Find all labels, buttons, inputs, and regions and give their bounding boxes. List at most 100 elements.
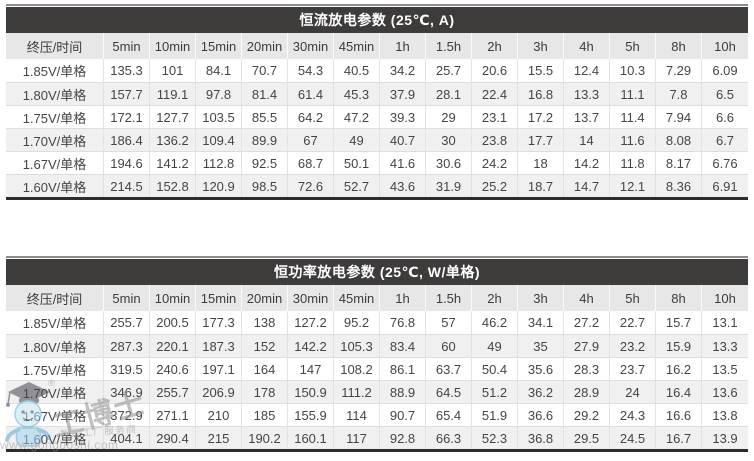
data-cell: 65.4 [426, 404, 472, 426]
data-cell: 7.29 [656, 59, 702, 82]
data-cell: 111.2 [334, 381, 380, 403]
data-cell: 31.9 [426, 175, 472, 197]
column-header: 5min [104, 285, 150, 311]
data-cell: 101 [150, 59, 196, 82]
data-cell: 13.3 [564, 83, 610, 105]
data-cell: 47.2 [334, 106, 380, 128]
data-cell: 240.6 [150, 358, 196, 380]
data-cell: 24 [610, 381, 656, 403]
data-cell: 22.7 [610, 311, 656, 334]
data-cell: 147 [288, 358, 334, 380]
data-cell: 23.1 [472, 106, 518, 128]
data-cell: 57 [426, 311, 472, 334]
data-cell: 177.3 [196, 311, 242, 334]
data-cell: 22.4 [472, 83, 518, 105]
data-cell: 287.3 [104, 335, 150, 357]
data-cell: 36.8 [518, 427, 564, 449]
data-cell: 103.5 [196, 106, 242, 128]
data-cell: 14.7 [564, 175, 610, 197]
data-cell: 27.9 [564, 335, 610, 357]
data-cell: 255.7 [150, 381, 196, 403]
row-label: 1.85V/单格 [6, 311, 104, 334]
data-cell: 81.4 [242, 83, 288, 105]
data-cell: 23.2 [610, 335, 656, 357]
data-cell: 13.1 [712, 315, 738, 330]
column-header: 15min [196, 285, 242, 311]
column-header: 4h [564, 33, 610, 59]
column-header: 20min [242, 285, 288, 311]
table-row: 1.70V/单格 186.4 136.2 109.4 89.9 67 49 40.7 30 23.… [6, 128, 748, 151]
column-header: 5h [610, 285, 656, 311]
data-cell: 70.7 [242, 59, 288, 82]
table-row: 1.75V/单格 172.1 127.7 103.5 85.5 64.2 47.2 39.3 2… [6, 105, 748, 128]
data-cell: 16.6 [656, 404, 702, 426]
data-cell: 404.1 [104, 427, 150, 449]
data-cell: 29 [426, 106, 472, 128]
data-cell: 28.3 [564, 358, 610, 380]
data-cell: 142.2 [288, 335, 334, 357]
data-cell: 24.5 [610, 427, 656, 449]
data-cell: 30 [426, 129, 472, 151]
data-cell: 52.3 [472, 427, 518, 449]
data-cell: 49 [334, 129, 380, 151]
data-cell: 178 [242, 381, 288, 403]
data-cell: 200.5 [150, 311, 196, 334]
data-cell: 28.9 [564, 381, 610, 403]
data-cell: 105.3 [334, 335, 380, 357]
data-cell: 6.6 [715, 109, 735, 125]
data-cell: 85.5 [242, 106, 288, 128]
data-cell: 164 [242, 358, 288, 380]
data-cell: 30.6 [426, 152, 472, 174]
data-cell: 220.1 [150, 335, 196, 357]
data-cell: 83.4 [380, 335, 426, 357]
data-cell: 7.8 [656, 83, 702, 105]
data-cell: 97.8 [196, 83, 242, 105]
table-row: 1.75V/单格 319.5 240.6 197.1 164 147 108.2 86.1 63… [6, 357, 748, 380]
data-cell: 16.2 [656, 358, 702, 380]
row-label: 1.80V/单格 [6, 83, 104, 105]
data-cell: 160.1 [288, 427, 334, 449]
data-cell: 117 [334, 427, 380, 449]
data-cell: 214.5 [104, 175, 150, 197]
column-header: 4h [564, 285, 610, 311]
data-cell: 86.1 [380, 358, 426, 380]
data-cell: 6.09 [712, 63, 738, 78]
row-label: 1.67V/单格 [6, 152, 104, 174]
data-cell: 150.9 [288, 381, 334, 403]
data-cell: 127.7 [150, 106, 196, 128]
data-cell: 51.2 [472, 381, 518, 403]
data-cell: 8.36 [656, 175, 702, 197]
data-cell: 114 [334, 404, 380, 426]
column-header: 1.5h [426, 285, 472, 311]
data-cell: 37.9 [380, 83, 426, 105]
data-cell: 210 [196, 404, 242, 426]
data-cell: 16.8 [518, 83, 564, 105]
column-header: 15min [196, 33, 242, 59]
column-header: 终压/时间 [6, 33, 104, 59]
table-body: 1.85V/单格 255.7 200.5 177.3 138 127.2 95.2 76.8 5… [6, 311, 748, 449]
row-label: 1.85V/单格 [6, 59, 104, 82]
row-label: 1.60V/单格 [6, 175, 104, 197]
data-cell: 18 [518, 152, 564, 174]
data-cell: 157.7 [104, 83, 150, 105]
column-header: 30min [288, 285, 334, 311]
data-cell: 8.08 [656, 129, 702, 151]
table-bottom-rule [6, 197, 748, 200]
table-header-row: 终压/时间 5min 10min 15min 20min 30min 45min 1h 1.5h… [6, 285, 748, 311]
table-body: 1.85V/单格 135.3 101 84.1 70.7 54.3 40.5 34.2 25.7… [6, 59, 748, 197]
data-cell: 84.1 [196, 59, 242, 82]
data-cell: 13.3 [712, 338, 738, 354]
data-cell: 29.5 [564, 427, 610, 449]
row-label: 1.75V/单格 [6, 358, 104, 380]
data-cell: 63.7 [426, 358, 472, 380]
data-cell: 197.1 [196, 358, 242, 380]
column-header: 8h [656, 285, 702, 311]
row-label: 1.60V/单格 [6, 427, 104, 449]
data-cell: 13.6 [712, 384, 738, 400]
data-cell: 6.5 [715, 86, 735, 102]
data-cell: 109.4 [196, 129, 242, 151]
constant-power-table: 恒功率放电参数 (25℃, W/单格) 终压/时间 5min 10min 15min 2… [6, 256, 748, 452]
column-header: 45min [334, 33, 380, 59]
column-header: 终压/时间 [6, 285, 104, 311]
column-header: 3h [518, 33, 564, 59]
